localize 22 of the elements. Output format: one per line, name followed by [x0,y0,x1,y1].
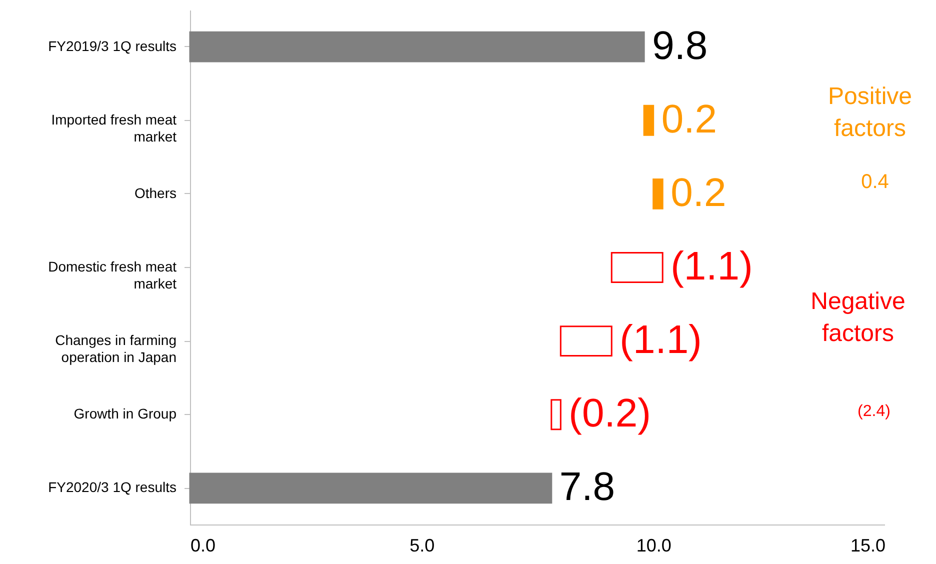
annotation: 0.4 [861,171,889,193]
data-label: 7.8 [559,465,616,510]
annotation: Negative factors [810,288,906,347]
data-label: (1.1) [620,318,702,362]
y-tick-label: Changes in farming operation in Japan [55,332,176,366]
data-label: 0.2 [670,170,726,215]
y-tick-label: FY2020/3 1Q results [48,479,176,496]
y-tick-label: Domestic fresh meat market [48,258,177,292]
x-tick-label: 10.0 [636,536,672,556]
x-tick-label: 5.0 [410,536,435,556]
data-label: 9.8 [652,24,708,68]
annotation: (2.4) [858,403,890,420]
x-tick-label: 0.0 [190,536,216,556]
data-label: (0.2) [568,392,651,436]
y-tick-label: Others [134,184,176,201]
annotation: Positive factors [828,83,912,142]
y-tick-label: FY2019/3 1Q results [48,38,176,54]
data-label: (1.1) [670,244,753,288]
y-tick-label: Growth in Group [74,406,177,422]
y-tick-label: Imported fresh meat market [51,111,177,144]
x-tick-label: 15.0 [850,536,886,556]
data-label: 0.2 [661,97,717,142]
